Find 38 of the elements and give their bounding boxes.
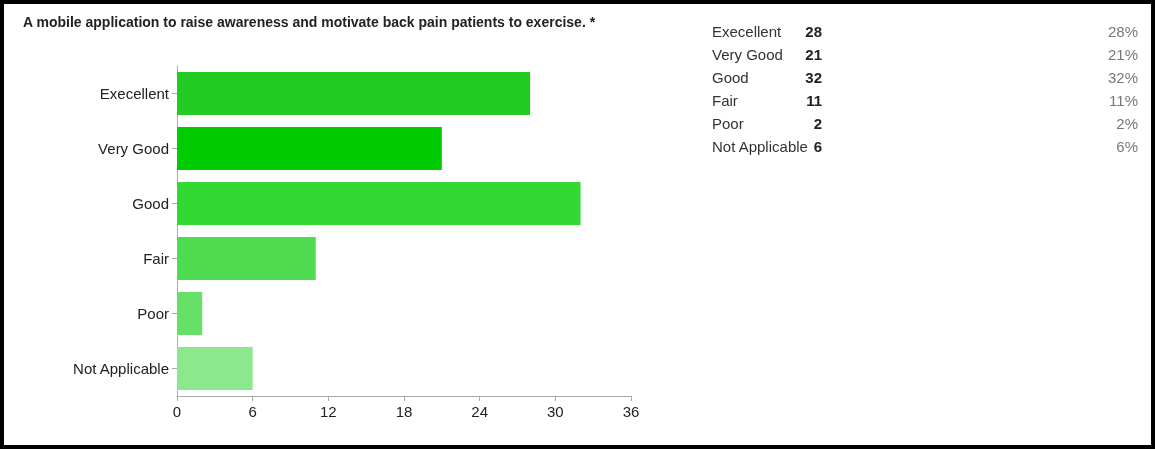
text: 32% [1107, 68, 1138, 88]
chart-title: A mobile application to raise awareness and motivate back pain patients to exercise. * [23, 14, 596, 30]
x-tick-label: 0 [172, 403, 182, 420]
category-label: Poor [712, 114, 744, 134]
x-tick-label: 30 [546, 403, 564, 420]
text: 21 [805, 46, 822, 63]
text: 28 [805, 23, 822, 40]
x-tick-label: 12 [319, 403, 337, 420]
text: 2 [813, 115, 822, 132]
category-label: Fair [712, 91, 738, 111]
bar [177, 127, 442, 170]
y-tick-label: Good [132, 195, 169, 212]
y-tick-label: Execellent [99, 85, 170, 102]
y-tick-label: Poor [137, 305, 169, 322]
x-tick-label: 36 [622, 403, 640, 420]
text: 11 [806, 92, 822, 109]
text: 11% [1109, 91, 1138, 111]
category-label: Not Applicable [712, 137, 808, 157]
bar [177, 237, 316, 280]
category-label: Execellent [712, 22, 782, 42]
bar [177, 182, 581, 225]
x-tick-label: 24 [471, 403, 489, 420]
text: 28% [1107, 22, 1138, 42]
text: 32 [805, 69, 822, 86]
category-label: Very Good [712, 45, 783, 65]
text: 2% [1116, 114, 1138, 134]
text: 6 [813, 138, 822, 155]
bar [177, 72, 531, 115]
bar [177, 347, 253, 390]
x-tick-label: 18 [395, 403, 413, 420]
text: 21% [1107, 45, 1138, 65]
y-tick-label: Not Applicable [73, 360, 169, 377]
bar [177, 292, 203, 335]
y-tick-label: Very Good [98, 140, 169, 157]
x-tick-label: 6 [248, 403, 257, 420]
text: 6% [1116, 137, 1138, 157]
category-label: Good [712, 68, 749, 88]
y-tick-label: Fair [143, 250, 169, 267]
